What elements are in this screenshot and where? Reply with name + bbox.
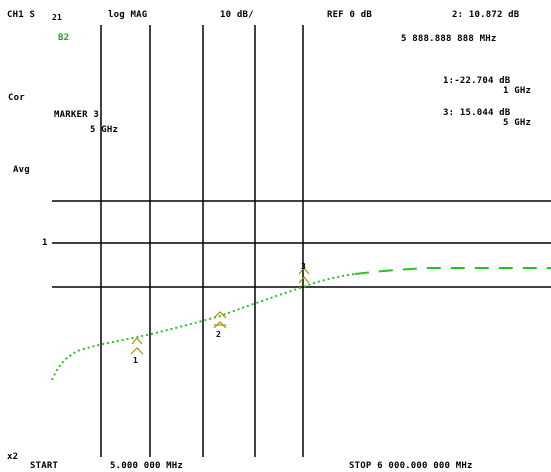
marker-3-label: 3 (301, 262, 307, 271)
marker-1-symbol[interactable] (130, 337, 144, 355)
mid-frequency-label: 5.000 000 MHz (110, 461, 184, 471)
correction-indicator: Cor (8, 93, 25, 103)
channel-marker-badge: B2 (58, 33, 70, 43)
marker-readout: 2: 10.872 dB (452, 10, 520, 20)
reference-label[interactable]: REF 0 dB (327, 10, 372, 20)
bottom-left-label: x2 (7, 452, 19, 462)
marker-1-label: 1 (133, 356, 139, 365)
marker-3-symbol[interactable] (298, 267, 310, 284)
delta-readout-3-freq: 5 GHz (503, 118, 532, 128)
delta-readout-1: 1:-22.704 dB (443, 76, 511, 86)
marker-panel-title: MARKER 3 (54, 110, 99, 120)
format-label[interactable]: log MAG (108, 10, 148, 20)
channel-number: 21 (52, 13, 63, 22)
trace-dashed (354, 267, 551, 275)
scale-label[interactable]: 10 dB/ (220, 10, 254, 20)
delta-readout-3: 3: 15.044 dB (443, 108, 511, 118)
delta-readout-1-freq: 1 GHz (503, 86, 532, 96)
marker-panel-value: 5 GHz (90, 125, 119, 135)
marker-2-symbol[interactable] (213, 311, 227, 329)
reference-position-marker: 1 (42, 238, 48, 248)
average-indicator: Avg (13, 165, 30, 175)
marker-2-label: 2 (216, 330, 222, 339)
marker-frequency: 5 888.888 888 MHz (401, 34, 497, 44)
channel-label: CH1 S (7, 10, 36, 20)
start-frequency-label[interactable]: START (30, 461, 59, 471)
stop-frequency-label[interactable]: STOP 6 000.000 000 MHz (349, 461, 473, 471)
